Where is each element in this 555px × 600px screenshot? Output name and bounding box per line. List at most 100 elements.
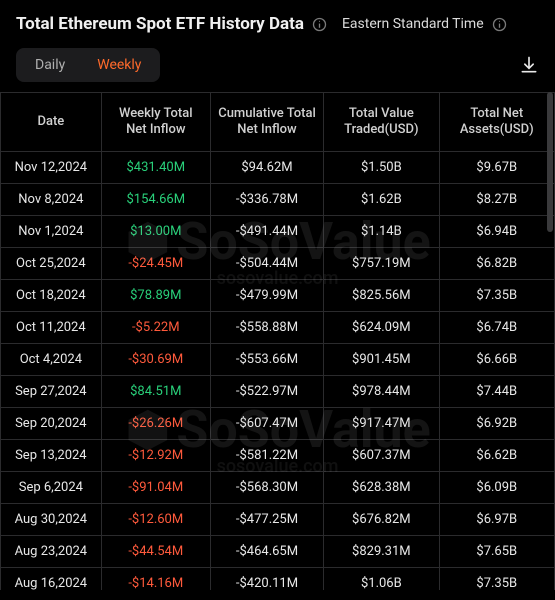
cell-cumulative: -$558.88M (210, 312, 323, 344)
cell-date: Sep 13,2024 (1, 440, 102, 472)
cell-traded: $825.56M (324, 280, 439, 312)
cell-traded: $676.82M (324, 504, 439, 536)
table-row: Nov 12,2024$431.40M$94.62M$1.50B$9.67B (1, 152, 555, 184)
tabs-row: Daily Weekly (0, 40, 555, 92)
tab-weekly[interactable]: Weekly (81, 51, 157, 79)
cell-assets: $6.97B (439, 504, 554, 536)
table-row: Aug 30,2024-$12.60M-$477.25M$676.82M$6.9… (1, 504, 555, 536)
cell-traded: $607.37M (324, 440, 439, 472)
cell-inflow: $154.66M (101, 184, 210, 216)
cell-assets: $6.82B (439, 248, 554, 280)
cell-traded: $624.09M (324, 312, 439, 344)
cell-assets: $6.94B (439, 216, 554, 248)
cell-cumulative: -$581.22M (210, 440, 323, 472)
table-header-row: Date Weekly Total Net Inflow Cumulative … (1, 93, 555, 152)
col-cumulative[interactable]: Cumulative Total Net Inflow (210, 93, 323, 152)
cell-inflow: $13.00M (101, 216, 210, 248)
cell-cumulative: -$504.44M (210, 248, 323, 280)
cell-cumulative: -$336.78M (210, 184, 323, 216)
scrollbar-thumb[interactable] (547, 92, 553, 232)
table-row: Oct 18,2024$78.89M-$479.99M$825.56M$7.35… (1, 280, 555, 312)
info-icon[interactable] (492, 16, 508, 32)
cell-assets: $7.44B (439, 376, 554, 408)
cell-date: Sep 27,2024 (1, 376, 102, 408)
cell-cumulative: -$568.30M (210, 472, 323, 504)
cell-cumulative: -$477.25M (210, 504, 323, 536)
cell-date: Nov 8,2024 (1, 184, 102, 216)
cell-assets: $6.09B (439, 472, 554, 504)
cell-inflow: -$5.22M (101, 312, 210, 344)
cell-assets: $6.62B (439, 440, 554, 472)
cell-date: Oct 25,2024 (1, 248, 102, 280)
cell-date: Oct 11,2024 (1, 312, 102, 344)
tab-daily[interactable]: Daily (19, 51, 81, 79)
cell-assets: $8.27B (439, 184, 554, 216)
cell-cumulative: -$607.47M (210, 408, 323, 440)
cell-date: Aug 23,2024 (1, 536, 102, 568)
cell-traded: $1.14B (324, 216, 439, 248)
cell-cumulative: -$491.44M (210, 216, 323, 248)
table-row: Oct 25,2024-$24.45M-$504.44M$757.19M$6.8… (1, 248, 555, 280)
cell-inflow: -$14.16M (101, 568, 210, 591)
cell-assets: $6.92B (439, 408, 554, 440)
info-icon[interactable] (312, 16, 328, 32)
cell-traded: $1.62B (324, 184, 439, 216)
cell-cumulative: -$553.66M (210, 344, 323, 376)
cell-date: Nov 12,2024 (1, 152, 102, 184)
cell-date: Sep 6,2024 (1, 472, 102, 504)
etf-history-table: Date Weekly Total Net Inflow Cumulative … (0, 92, 555, 590)
cell-date: Aug 30,2024 (1, 504, 102, 536)
cell-inflow: -$91.04M (101, 472, 210, 504)
cell-inflow: -$26.26M (101, 408, 210, 440)
cell-cumulative: -$479.99M (210, 280, 323, 312)
table-container: SoSoValue sosovalue.com SoSoValue sosova… (0, 92, 555, 590)
cell-date: Oct 4,2024 (1, 344, 102, 376)
table-row: Sep 20,2024-$26.26M-$607.47M$917.47M$6.9… (1, 408, 555, 440)
cell-inflow: -$44.54M (101, 536, 210, 568)
table-row: Sep 27,2024$84.51M-$522.97M$978.44M$7.44… (1, 376, 555, 408)
cell-traded: $628.38M (324, 472, 439, 504)
cell-traded: $1.50B (324, 152, 439, 184)
cell-cumulative: $94.62M (210, 152, 323, 184)
period-tabs: Daily Weekly (16, 48, 160, 82)
cell-inflow: $78.89M (101, 280, 210, 312)
cell-assets: $7.65B (439, 536, 554, 568)
cell-inflow: -$12.92M (101, 440, 210, 472)
scrollbar-track[interactable] (547, 92, 553, 590)
col-date[interactable]: Date (1, 93, 102, 152)
table-row: Sep 6,2024-$91.04M-$568.30M$628.38M$6.09… (1, 472, 555, 504)
col-traded[interactable]: Total Value Traded(USD) (324, 93, 439, 152)
col-inflow[interactable]: Weekly Total Net Inflow (101, 93, 210, 152)
cell-inflow: $84.51M (101, 376, 210, 408)
timezone-label: Eastern Standard Time (342, 16, 484, 32)
cell-traded: $829.31M (324, 536, 439, 568)
download-icon[interactable] (519, 55, 539, 75)
table-row: Oct 11,2024-$5.22M-$558.88M$624.09M$6.74… (1, 312, 555, 344)
table-row: Oct 4,2024-$30.69M-$553.66M$901.45M$6.66… (1, 344, 555, 376)
table-row: Sep 13,2024-$12.92M-$581.22M$607.37M$6.6… (1, 440, 555, 472)
cell-assets: $9.67B (439, 152, 554, 184)
table-row: Aug 23,2024-$44.54M-$464.65M$829.31M$7.6… (1, 536, 555, 568)
cell-inflow: -$24.45M (101, 248, 210, 280)
table-row: Nov 8,2024$154.66M-$336.78M$1.62B$8.27B (1, 184, 555, 216)
table-row: Aug 16,2024-$14.16M-$420.11M$1.06B$7.35B (1, 568, 555, 591)
table-row: Nov 1,2024$13.00M-$491.44M$1.14B$6.94B (1, 216, 555, 248)
cell-date: Nov 1,2024 (1, 216, 102, 248)
header: Total Ethereum Spot ETF History Data Eas… (0, 0, 555, 40)
cell-assets: $6.74B (439, 312, 554, 344)
cell-assets: $6.66B (439, 344, 554, 376)
cell-cumulative: -$464.65M (210, 536, 323, 568)
cell-traded: $901.45M (324, 344, 439, 376)
cell-assets: $7.35B (439, 568, 554, 591)
col-assets[interactable]: Total Net Assets(USD) (439, 93, 554, 152)
page-title: Total Ethereum Spot ETF History Data (16, 14, 304, 34)
cell-cumulative: -$420.11M (210, 568, 323, 591)
cell-assets: $7.35B (439, 280, 554, 312)
cell-inflow: -$30.69M (101, 344, 210, 376)
cell-traded: $917.47M (324, 408, 439, 440)
cell-traded: $1.06B (324, 568, 439, 591)
cell-traded: $757.19M (324, 248, 439, 280)
cell-date: Oct 18,2024 (1, 280, 102, 312)
cell-inflow: $431.40M (101, 152, 210, 184)
cell-traded: $978.44M (324, 376, 439, 408)
